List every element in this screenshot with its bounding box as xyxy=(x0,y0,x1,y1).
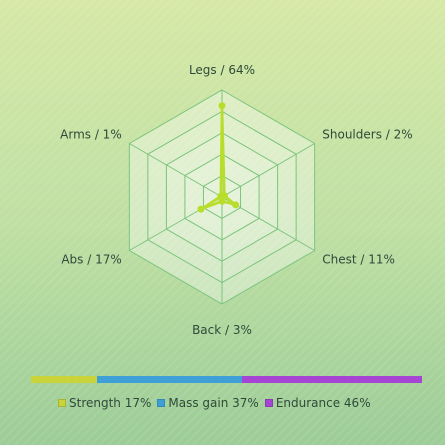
axis-label-legs: Legs / 64% xyxy=(189,63,255,77)
axis-labels: Legs / 64% Shoulders / 2% Chest / 11% Back … xyxy=(60,63,413,337)
legend-item[interactable]: Strength 17% xyxy=(58,396,151,410)
legend-bar-segment xyxy=(97,376,243,383)
axis-label-abs: Abs / 17% xyxy=(61,253,121,267)
legend-label: Strength 17% xyxy=(69,396,152,410)
axis-label-arms: Arms / 1% xyxy=(60,128,122,142)
point-abs[interactable] xyxy=(197,205,205,213)
radar-series xyxy=(197,102,240,213)
axis-label-back: Back / 3% xyxy=(192,323,252,337)
legend-item[interactable]: Mass gain 37% xyxy=(157,396,259,410)
legend: Strength 17% Mass gain 37% Endurance 46% xyxy=(58,396,371,410)
point-arms[interactable] xyxy=(217,192,225,200)
axis-label-chest: Chest / 11% xyxy=(322,253,395,267)
spoke-shoulders xyxy=(221,143,315,198)
point-chest[interactable] xyxy=(232,201,240,209)
legend-bar xyxy=(31,376,422,383)
legend-item[interactable]: Endurance 46% xyxy=(264,396,371,410)
legend-swatch xyxy=(157,399,166,407)
point-legs[interactable] xyxy=(218,102,226,110)
legend-swatch xyxy=(264,399,273,407)
legend-bar-segment xyxy=(31,376,98,383)
legend-label: Endurance 46% xyxy=(275,396,371,410)
axis-label-shoulders: Shoulders / 2% xyxy=(322,128,412,142)
spoke-arms xyxy=(129,143,223,198)
legend-label: Mass gain 37% xyxy=(168,396,259,410)
legend-swatch xyxy=(58,399,66,407)
legend-bar-segment xyxy=(242,376,422,383)
